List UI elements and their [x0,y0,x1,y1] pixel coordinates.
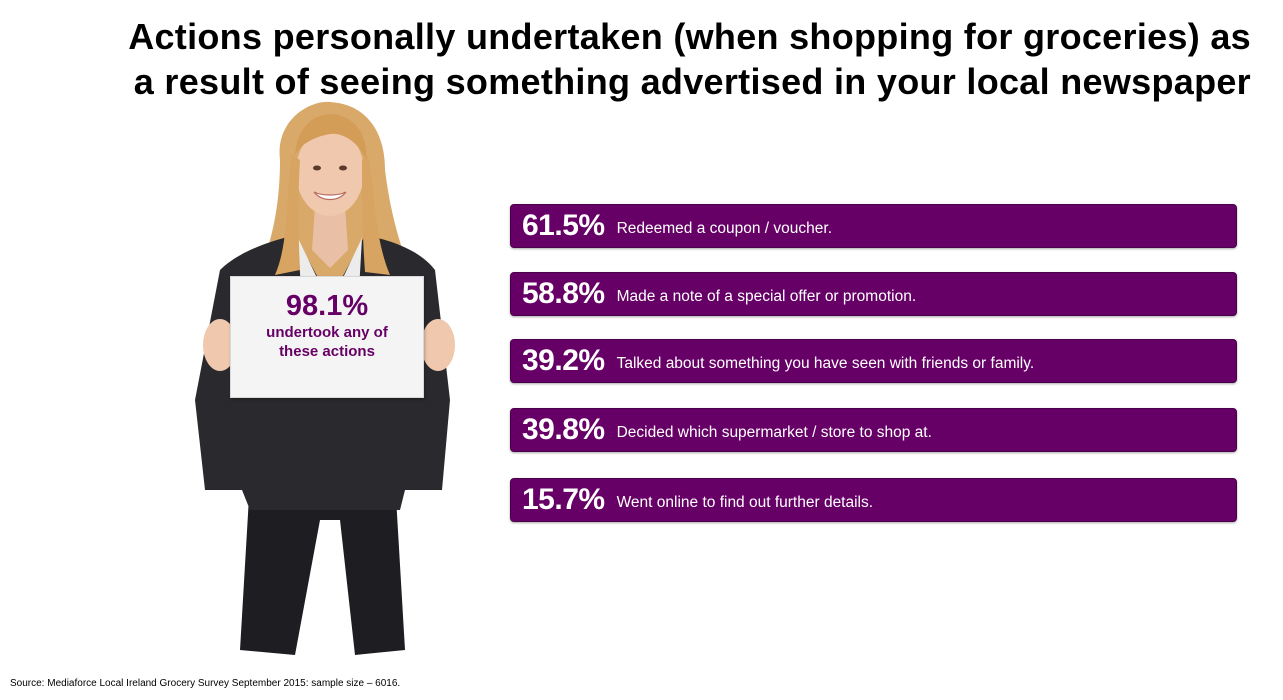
stat-bar: 58.8% Made a note of a special offer or … [510,272,1237,316]
stat-bar: 61.5% Redeemed a coupon / voucher. [510,204,1237,248]
stat-percent: 15.7% [522,483,605,516]
stat-percent: 39.2% [522,344,605,377]
stat-label: Decided which supermarket / store to sho… [616,424,932,441]
stat-label: Went online to find out further details. [616,494,874,511]
stat-bar: 15.7% Went online to find out further de… [510,478,1237,522]
stat-bar: 39.2% Talked about something you have se… [510,339,1237,383]
stat-bar: 39.8% Decided which supermarket / store … [510,408,1237,452]
title-line-1: Actions personally undertaken (when shop… [128,16,1251,57]
summary-sign: 98.1% undertook any of these actions [230,276,424,398]
stat-percent: 58.8% [522,277,605,310]
source-note: Source: Mediaforce Local Ireland Grocery… [10,678,401,689]
stat-percent: 39.8% [522,413,605,446]
summary-text: undertook any of these actions [266,324,388,360]
summary-percent: 98.1% [285,290,369,322]
stat-percent: 61.5% [522,209,605,242]
stat-label: Redeemed a coupon / voucher. [616,220,833,237]
stat-label: Talked about something you have seen wit… [616,355,1035,372]
page-title: Actions personally undertaken (when shop… [71,14,1251,104]
title-line-2: a result of seeing something advertised … [133,61,1251,102]
stat-label: Made a note of a special offer or promot… [616,288,917,305]
